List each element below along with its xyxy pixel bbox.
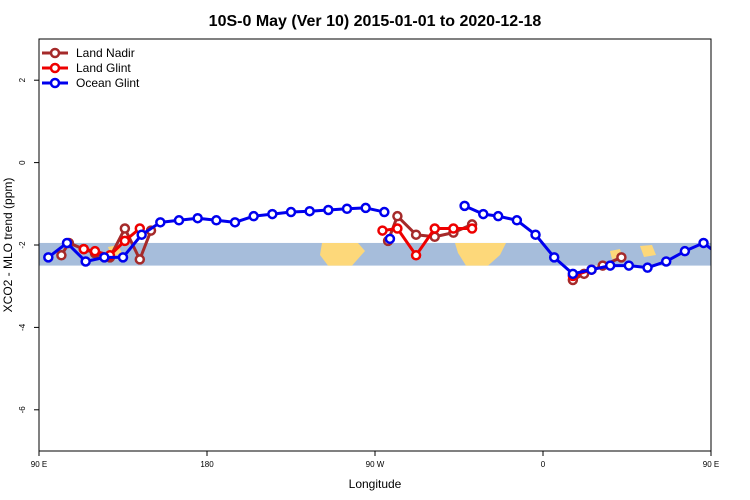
data-point (379, 206, 390, 218)
x-tick-label: 90 W (366, 460, 385, 469)
data-point (173, 215, 185, 226)
data-point (586, 264, 597, 275)
data-point (211, 215, 222, 226)
legend-item: Ocean Glint (42, 76, 140, 90)
data-point (136, 229, 147, 240)
data-point (134, 254, 146, 265)
data-point (119, 223, 131, 234)
data-point (623, 260, 635, 271)
data-point (248, 210, 259, 222)
x-tick-label: 90 E (31, 460, 47, 469)
data-point (384, 233, 396, 245)
y-tick-label: 2 (18, 77, 27, 82)
land-area (455, 242, 506, 266)
data-point (392, 223, 403, 234)
chart-title: 10S-0 May (Ver 10) 2015-01-01 to 2020-12… (209, 13, 542, 30)
legend-item: Land Glint (42, 61, 131, 75)
y-tick-label: -4 (18, 323, 27, 331)
axis-ticks: 90 E 180 90 W 0 90 E 2 0 -2 -4 -6 (18, 77, 719, 469)
data-point (78, 243, 90, 255)
data-point (448, 223, 459, 234)
data-point (718, 253, 726, 261)
data-point (698, 237, 709, 249)
data-point (155, 217, 166, 228)
legend-swatch-marker (49, 77, 61, 89)
y-tick-label: -2 (18, 241, 27, 249)
data-point (360, 202, 371, 214)
series-ocean-glint (43, 200, 745, 280)
data-point (459, 200, 470, 212)
data-point (492, 210, 504, 222)
legend-label: Land Glint (76, 61, 131, 75)
data-point (660, 256, 672, 267)
data-point (642, 262, 653, 273)
data-point (567, 268, 579, 280)
data-point (429, 223, 440, 234)
data-point (511, 215, 523, 226)
data-point (679, 245, 691, 257)
legend-label: Ocean Glint (76, 76, 140, 90)
land-area (640, 244, 656, 257)
series-line (737, 229, 750, 260)
data-point (377, 225, 388, 236)
data-point (285, 206, 297, 218)
data-point (267, 208, 278, 220)
data-point (733, 251, 741, 259)
land-area (320, 242, 365, 266)
legend-label: Land Nadir (76, 46, 135, 60)
data-point (341, 203, 353, 214)
data-point (99, 252, 110, 263)
data-point (478, 208, 489, 220)
legend-swatch-marker (49, 47, 61, 59)
y-axis-label: XCO2 - MLO trend (ppm) (1, 178, 15, 313)
data-point (604, 260, 616, 271)
data-point (616, 252, 627, 263)
x-tick-label: 180 (200, 460, 214, 469)
data-point (89, 245, 101, 257)
data-point (119, 235, 131, 247)
data-point (323, 204, 334, 216)
legend-swatch-marker (49, 62, 61, 74)
data-point (737, 241, 745, 249)
data-point (192, 212, 203, 224)
data-point (117, 252, 129, 263)
data-point (56, 250, 67, 261)
data-point (530, 229, 541, 240)
series-layer (43, 200, 750, 286)
y-tick-label: 0 (18, 160, 27, 165)
x-axis-label: Longitude (349, 477, 402, 491)
data-point (304, 205, 315, 217)
x-tick-label: 90 E (703, 460, 719, 469)
x-tick-label: 0 (541, 460, 546, 469)
data-point (80, 256, 91, 267)
y-tick-label: -6 (18, 406, 27, 414)
data-point (548, 252, 560, 263)
legend-item: Land Nadir (42, 46, 135, 60)
data-point (229, 217, 241, 228)
data-point (392, 210, 403, 222)
series-clip (43, 200, 750, 286)
data-point (43, 252, 54, 263)
data-point (61, 237, 73, 249)
latitude-band (39, 242, 711, 266)
data-point (410, 229, 422, 240)
data-point (410, 250, 422, 261)
data-point (466, 223, 478, 234)
